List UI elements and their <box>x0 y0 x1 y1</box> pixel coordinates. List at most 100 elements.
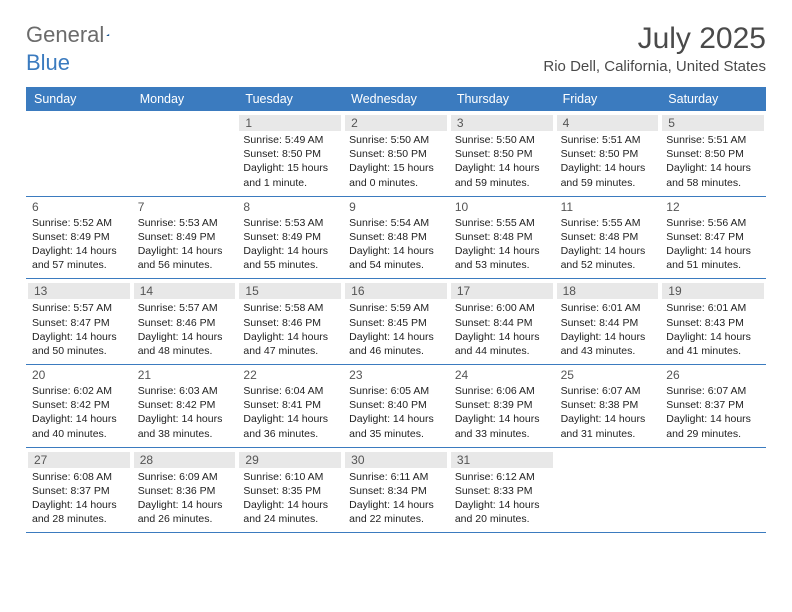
day-number: 18 <box>557 283 659 299</box>
sunrise-line: Sunrise: 6:02 AM <box>32 384 126 398</box>
day-number: 23 <box>349 368 443 382</box>
daylight-line: Daylight: 14 hours and 31 minutes. <box>561 412 655 440</box>
daylight-line: Daylight: 14 hours and 22 minutes. <box>349 498 443 526</box>
sunset-line: Sunset: 8:46 PM <box>138 316 232 330</box>
day-number: 10 <box>455 200 549 214</box>
daylight-line: Daylight: 14 hours and 29 minutes. <box>666 412 760 440</box>
sunset-line: Sunset: 8:39 PM <box>455 398 549 412</box>
calendar: SundayMondayTuesdayWednesdayThursdayFrid… <box>26 87 766 533</box>
day-cell: 12Sunrise: 5:56 AMSunset: 8:47 PMDayligh… <box>660 197 766 279</box>
day-number: 7 <box>138 200 232 214</box>
sunset-line: Sunset: 8:47 PM <box>32 316 126 330</box>
sunrise-line: Sunrise: 5:57 AM <box>138 301 232 315</box>
day-cell: 28Sunrise: 6:09 AMSunset: 8:36 PMDayligh… <box>132 448 238 533</box>
daylight-line: Daylight: 14 hours and 28 minutes. <box>32 498 126 526</box>
sunset-line: Sunset: 8:50 PM <box>349 147 443 161</box>
sunrise-line: Sunrise: 6:07 AM <box>666 384 760 398</box>
daylight-line: Daylight: 14 hours and 20 minutes. <box>455 498 549 526</box>
day-number: 20 <box>32 368 126 382</box>
day-cell: 23Sunrise: 6:05 AMSunset: 8:40 PMDayligh… <box>343 365 449 447</box>
sunset-line: Sunset: 8:48 PM <box>349 230 443 244</box>
sunrise-line: Sunrise: 5:54 AM <box>349 216 443 230</box>
daylight-line: Daylight: 14 hours and 40 minutes. <box>32 412 126 440</box>
sunset-line: Sunset: 8:34 PM <box>349 484 443 498</box>
sunset-line: Sunset: 8:37 PM <box>666 398 760 412</box>
daylight-line: Daylight: 14 hours and 26 minutes. <box>138 498 232 526</box>
day-number: 6 <box>32 200 126 214</box>
day-number: 5 <box>662 115 764 131</box>
week-row: 6Sunrise: 5:52 AMSunset: 8:49 PMDaylight… <box>26 197 766 280</box>
sunrise-line: Sunrise: 5:49 AM <box>243 133 337 147</box>
day-cell: 22Sunrise: 6:04 AMSunset: 8:41 PMDayligh… <box>237 365 343 447</box>
sunset-line: Sunset: 8:41 PM <box>243 398 337 412</box>
sunset-line: Sunset: 8:47 PM <box>666 230 760 244</box>
sunrise-line: Sunrise: 5:53 AM <box>243 216 337 230</box>
sunset-line: Sunset: 8:48 PM <box>561 230 655 244</box>
daylight-line: Daylight: 14 hours and 58 minutes. <box>666 161 760 189</box>
sunset-line: Sunset: 8:36 PM <box>138 484 232 498</box>
sunrise-line: Sunrise: 6:10 AM <box>243 470 337 484</box>
daylight-line: Daylight: 14 hours and 56 minutes. <box>138 244 232 272</box>
empty-cell <box>660 448 766 533</box>
sunrise-line: Sunrise: 6:06 AM <box>455 384 549 398</box>
sunrise-line: Sunrise: 6:05 AM <box>349 384 443 398</box>
week-row: 27Sunrise: 6:08 AMSunset: 8:37 PMDayligh… <box>26 448 766 534</box>
day-number: 26 <box>666 368 760 382</box>
sunset-line: Sunset: 8:35 PM <box>243 484 337 498</box>
sunset-line: Sunset: 8:33 PM <box>455 484 549 498</box>
day-number: 1 <box>239 115 341 131</box>
title-block: July 2025 Rio Dell, California, United S… <box>543 22 766 75</box>
day-number: 30 <box>345 452 447 468</box>
month-title: July 2025 <box>543 22 766 56</box>
day-cell: 6Sunrise: 5:52 AMSunset: 8:49 PMDaylight… <box>26 197 132 279</box>
day-cell: 1Sunrise: 5:49 AMSunset: 8:50 PMDaylight… <box>237 111 343 196</box>
sunset-line: Sunset: 8:43 PM <box>666 316 760 330</box>
week-row: 20Sunrise: 6:02 AMSunset: 8:42 PMDayligh… <box>26 365 766 448</box>
empty-cell <box>132 111 238 196</box>
day-number: 11 <box>561 200 655 214</box>
sunset-line: Sunset: 8:50 PM <box>455 147 549 161</box>
daylight-line: Daylight: 14 hours and 52 minutes. <box>561 244 655 272</box>
daylight-line: Daylight: 14 hours and 44 minutes. <box>455 330 549 358</box>
day-number: 12 <box>666 200 760 214</box>
day-number: 31 <box>451 452 553 468</box>
sunset-line: Sunset: 8:48 PM <box>455 230 549 244</box>
sunset-line: Sunset: 8:44 PM <box>561 316 655 330</box>
sunrise-line: Sunrise: 5:51 AM <box>561 133 655 147</box>
day-cell: 5Sunrise: 5:51 AMSunset: 8:50 PMDaylight… <box>660 111 766 196</box>
sunset-line: Sunset: 8:49 PM <box>138 230 232 244</box>
sunset-line: Sunset: 8:50 PM <box>666 147 760 161</box>
sunset-line: Sunset: 8:38 PM <box>561 398 655 412</box>
sunrise-line: Sunrise: 6:09 AM <box>138 470 232 484</box>
sunset-line: Sunset: 8:45 PM <box>349 316 443 330</box>
day-number: 29 <box>239 452 341 468</box>
daylight-line: Daylight: 14 hours and 41 minutes. <box>666 330 760 358</box>
location: Rio Dell, California, United States <box>543 58 766 75</box>
day-number: 27 <box>28 452 130 468</box>
sunrise-line: Sunrise: 6:03 AM <box>138 384 232 398</box>
dayname-wednesday: Wednesday <box>343 87 449 111</box>
daylight-line: Daylight: 14 hours and 35 minutes. <box>349 412 443 440</box>
day-cell: 7Sunrise: 5:53 AMSunset: 8:49 PMDaylight… <box>132 197 238 279</box>
sunset-line: Sunset: 8:37 PM <box>32 484 126 498</box>
day-cell: 17Sunrise: 6:00 AMSunset: 8:44 PMDayligh… <box>449 279 555 364</box>
daylight-line: Daylight: 14 hours and 43 minutes. <box>561 330 655 358</box>
day-number: 21 <box>138 368 232 382</box>
day-number: 4 <box>557 115 659 131</box>
sunset-line: Sunset: 8:50 PM <box>243 147 337 161</box>
day-number: 13 <box>28 283 130 299</box>
sunrise-line: Sunrise: 5:55 AM <box>455 216 549 230</box>
daylight-line: Daylight: 14 hours and 38 minutes. <box>138 412 232 440</box>
sunrise-line: Sunrise: 6:07 AM <box>561 384 655 398</box>
sunrise-line: Sunrise: 6:12 AM <box>455 470 549 484</box>
sunset-line: Sunset: 8:44 PM <box>455 316 549 330</box>
day-number: 19 <box>662 283 764 299</box>
dayname-monday: Monday <box>132 87 238 111</box>
week-row: 13 Sunrise: 5:57 AM Sunset: 8:47 PM Dayligh… <box>26 279 766 365</box>
day-number: 9 <box>349 200 443 214</box>
daylight-line: Daylight: 14 hours and 36 minutes. <box>243 412 337 440</box>
daylight-line: Daylight: 14 hours and 55 minutes. <box>243 244 337 272</box>
logo: General <box>26 22 130 48</box>
sunrise-line: Sunrise: 5:50 AM <box>455 133 549 147</box>
day-cell: 2Sunrise: 5:50 AMSunset: 8:50 PMDaylight… <box>343 111 449 196</box>
